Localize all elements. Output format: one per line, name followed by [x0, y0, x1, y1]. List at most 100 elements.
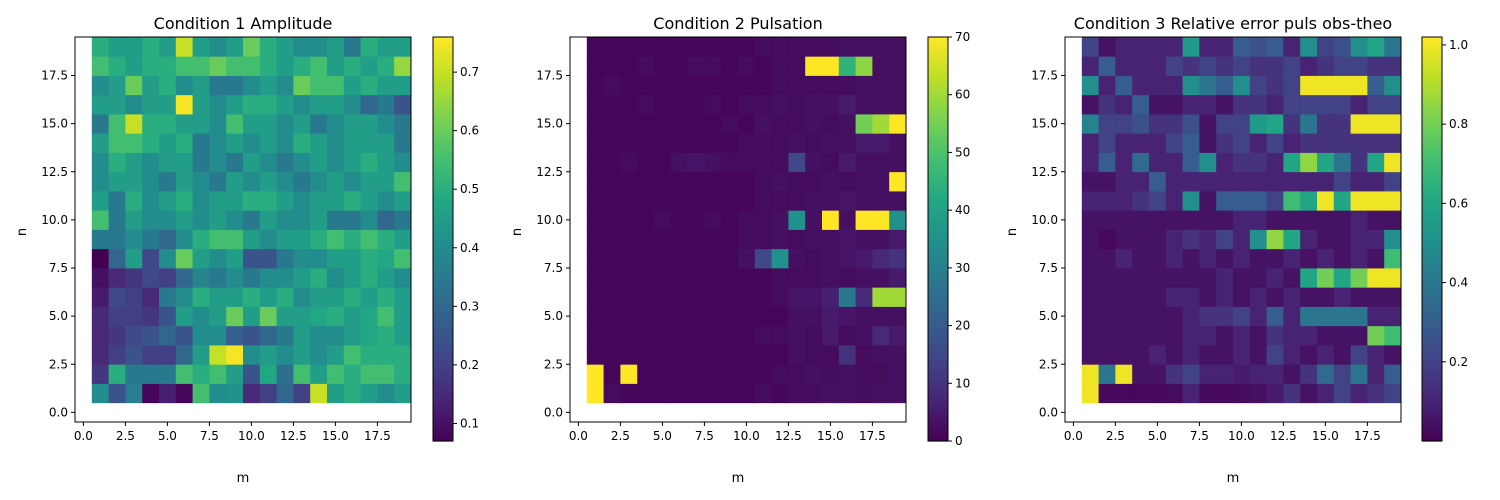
heatmap-cell — [394, 306, 412, 327]
panel-3-colorbar-frame — [1421, 36, 1443, 442]
y-tick-label: 0.0 — [1039, 405, 1058, 419]
heatmap-cell — [1283, 75, 1301, 96]
y-tick-label: 17.5 — [41, 69, 68, 83]
heatmap-cell — [805, 383, 823, 404]
colorbar-slice — [928, 400, 948, 406]
heatmap-cell — [889, 268, 907, 288]
heatmap-cell — [1115, 248, 1133, 269]
heatmap-cell — [1233, 191, 1251, 211]
heatmap-cell — [889, 133, 907, 153]
heatmap-cell — [1384, 306, 1402, 327]
heatmap-cell — [343, 56, 361, 76]
colorbar-slice — [928, 182, 948, 188]
colorbar-slice — [1422, 81, 1442, 87]
colorbar-slice — [433, 210, 453, 216]
heatmap-cell — [1149, 56, 1167, 76]
heatmap-cell — [838, 287, 856, 307]
colorbar-slice — [1422, 388, 1442, 394]
heatmap-cell — [603, 287, 621, 307]
heatmap-cell — [1266, 306, 1284, 327]
colorbar-slice — [1422, 319, 1442, 325]
heatmap-cell — [805, 248, 823, 269]
heatmap-cell — [822, 171, 840, 192]
heatmap-cell — [243, 325, 261, 346]
heatmap-cell — [620, 306, 638, 327]
colorbar-slice — [928, 243, 948, 248]
heatmap-cell — [377, 191, 395, 211]
colorbar-slice — [928, 384, 948, 390]
heatmap-cell — [670, 75, 688, 96]
heatmap-cell — [1350, 37, 1368, 57]
heatmap-cell — [108, 56, 126, 76]
heatmap-cell — [771, 364, 789, 384]
colorbar-tick-label: 0.3 — [460, 299, 479, 313]
heatmap-cell — [771, 210, 789, 230]
heatmap-cell — [771, 306, 789, 327]
heatmap-cell — [175, 287, 193, 307]
heatmap-cell — [1333, 287, 1351, 307]
heatmap-cell — [586, 383, 604, 404]
heatmap-cell — [1182, 210, 1200, 230]
heatmap-cell — [1115, 287, 1133, 307]
heatmap-cell — [889, 210, 907, 230]
heatmap-cell — [1317, 325, 1335, 346]
colorbar-slice — [1422, 214, 1442, 220]
colorbar-slice — [1422, 206, 1442, 212]
colorbar-slice — [928, 77, 948, 83]
heatmap-cell — [855, 75, 873, 96]
heatmap-cell — [360, 345, 378, 365]
colorbar-slice — [433, 267, 453, 272]
heatmap-cell — [620, 133, 638, 153]
heatmap-cell — [1300, 75, 1318, 96]
heatmap-cell — [1132, 306, 1150, 327]
heatmap-cell — [1367, 75, 1385, 96]
colorbar-slice — [928, 133, 948, 139]
heatmap-cell — [1132, 191, 1150, 211]
heatmap-cell — [838, 191, 856, 211]
heatmap-cell — [788, 37, 806, 57]
heatmap-cell — [788, 210, 806, 230]
heatmap-cell — [1115, 171, 1133, 192]
heatmap-cell — [1182, 345, 1200, 365]
colorbar-slice — [928, 206, 948, 212]
heatmap-cell — [343, 94, 361, 115]
heatmap-cell — [654, 114, 672, 134]
heatmap-cell — [1149, 287, 1167, 307]
heatmap-cell — [1350, 171, 1368, 192]
colorbar-slice — [928, 198, 948, 204]
heatmap-cell — [142, 364, 160, 384]
heatmap-cell — [1283, 383, 1301, 404]
heatmap-cell — [226, 191, 244, 211]
heatmap-cell — [1165, 114, 1183, 134]
heatmap-cell — [1350, 306, 1368, 327]
heatmap-cell — [175, 94, 193, 115]
heatmap-cell — [243, 114, 261, 134]
heatmap-cell — [687, 75, 705, 96]
heatmap-cell — [738, 191, 756, 211]
heatmap-cell — [586, 114, 604, 134]
heatmap-cell — [1149, 383, 1167, 404]
heatmap-cell — [1249, 248, 1267, 269]
colorbar-slice — [928, 263, 948, 268]
heatmap-cell — [721, 268, 739, 288]
heatmap-cell — [704, 268, 722, 288]
heatmap-cell — [1266, 133, 1284, 153]
colorbar-tick-label: 0.1 — [460, 416, 479, 430]
heatmap-cell — [1199, 171, 1217, 192]
heatmap-cell — [654, 268, 672, 288]
heatmap-cell — [1132, 287, 1150, 307]
heatmap-cell — [1132, 152, 1150, 173]
colorbar-slice — [433, 412, 453, 418]
heatmap-cell — [276, 229, 294, 250]
heatmap-cell — [687, 37, 705, 57]
heatmap-cell — [771, 114, 789, 134]
heatmap-cell — [1233, 37, 1251, 57]
heatmap-cell — [1367, 248, 1385, 269]
heatmap-cell — [654, 75, 672, 96]
y-tick-label: 10.0 — [41, 213, 68, 227]
heatmap-cell — [603, 383, 621, 404]
colorbar-slice — [1422, 267, 1442, 272]
heatmap-cell — [259, 229, 277, 250]
colorbar-slice — [433, 380, 453, 386]
heatmap-cell — [343, 210, 361, 230]
